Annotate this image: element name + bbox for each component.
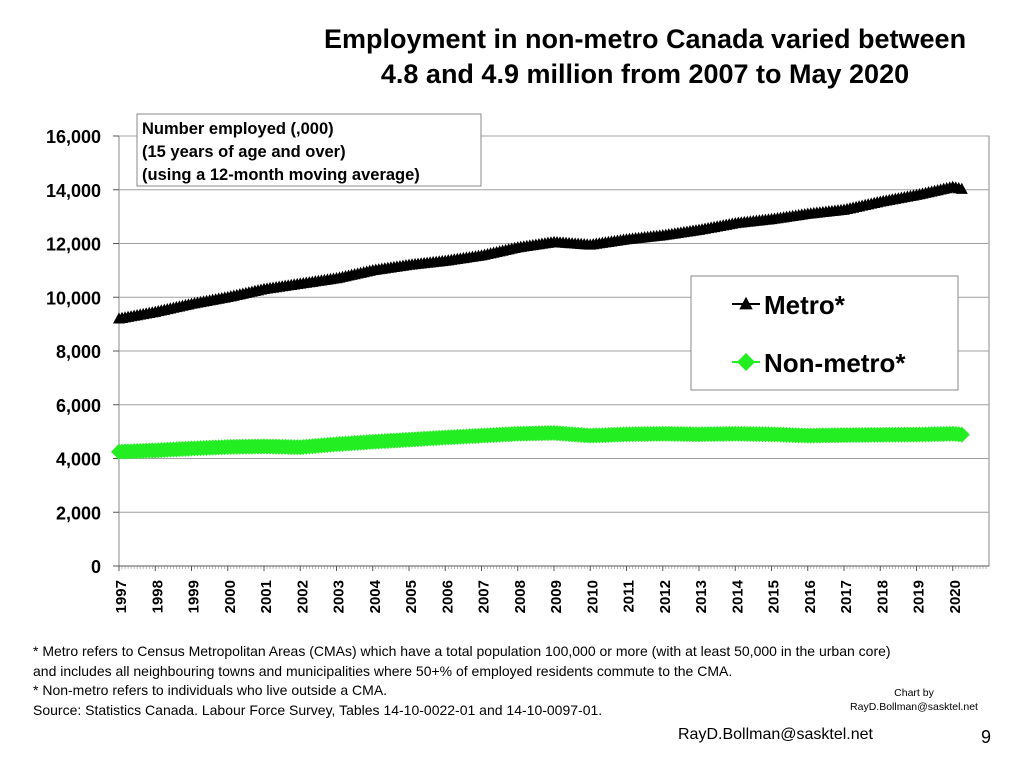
x-tick-label: 2015 (766, 580, 783, 613)
y-label-box (136, 113, 482, 187)
y-tick-label: 16,000 (46, 127, 101, 147)
y-label-line: (using a 12-month moving average) (142, 166, 420, 184)
legend-label-non-metro: Non-metro* (764, 348, 906, 378)
x-tick-label: 2011 (621, 580, 638, 613)
x-tick-label: 2016 (802, 580, 819, 613)
y-tick-label: 4,000 (56, 450, 101, 470)
page-number: 9 (981, 727, 992, 747)
x-tick-label: 2017 (838, 580, 855, 613)
x-tick-label: 1997 (113, 580, 130, 613)
x-tick-label: 2014 (729, 579, 746, 613)
footnote-source: Source: Statistics Canada. Labour Force … (33, 701, 603, 718)
data-point-non-metro (953, 426, 970, 443)
x-tick-label: 2013 (693, 580, 710, 613)
x-tick-label: 2008 (512, 580, 529, 613)
footnote-metro-2: and includes all neighbouring towns and … (33, 662, 733, 679)
x-tick-label: 2005 (403, 580, 420, 613)
line-chart: 0 2,000 4,000 6,000 8,000 10,000 12,000 14,000 1… (46, 113, 990, 613)
y-label-line: Number employed (,000) (142, 120, 334, 138)
x-tick-label: 2019 (911, 580, 928, 613)
y-tick-label: 10,000 (46, 288, 101, 308)
x-tick-label: 1999 (186, 580, 203, 613)
x-tick-label: 2007 (476, 580, 493, 613)
x-tick-label: 2010 (584, 580, 601, 613)
legend-label-metro: Metro* (764, 290, 846, 320)
x-tick-label: 2009 (548, 580, 565, 613)
x-tick-label: 2004 (367, 579, 384, 613)
x-tick-label: 2003 (331, 580, 348, 613)
y-tick-label: 2,000 (56, 503, 101, 523)
y-tick-label: 12,000 (46, 235, 101, 255)
y-tick-label: 8,000 (56, 342, 101, 362)
x-tick-label: 1998 (149, 580, 166, 613)
legend-marker-metro (739, 296, 753, 310)
y-tick-label: 14,000 (46, 181, 101, 201)
footnote-nonmetro: * Non-metro refers to individuals who li… (33, 682, 388, 698)
chart-title-line-1: Employment in non-metro Canada varied be… (323, 24, 967, 54)
legend-marker-non-metro (737, 353, 755, 371)
x-tick-label: 2000 (222, 580, 239, 613)
x-tick-label: 2020 (947, 580, 964, 613)
x-tick-label: 2002 (294, 580, 311, 613)
chart-credit: Chart by RayD.Bollman@sasktel.net (836, 686, 992, 714)
x-tick-label: 2018 (874, 580, 891, 613)
data-point-metro (955, 182, 968, 194)
y-label-line: (15 years of age and over) (142, 143, 346, 161)
y-tick-label: 0 (91, 557, 101, 577)
x-tick-label: 2006 (439, 580, 456, 613)
chart-title-line-2: 4.8 and 4.9 million from 2007 to May 202… (380, 59, 910, 89)
y-tick-label: 6,000 (56, 396, 101, 416)
x-tick-label: 2012 (657, 580, 674, 613)
footnote-metro-1: * Metro refers to Census Metropolitan Ar… (33, 643, 891, 659)
author-email: RayD.Bollman@sasktel.net (678, 726, 873, 743)
legend-box (690, 275, 959, 391)
chart-credit-line-1: Chart by (894, 687, 934, 699)
footnotes: * Metro refers to Census Metropolitan Ar… (33, 642, 1003, 720)
chart-credit-line-2: RayD.Bollman@sasktel.net (850, 701, 978, 713)
chart-title: Employment in non-metro Canada varied be… (250, 22, 1024, 92)
x-tick-label: 2001 (258, 580, 275, 613)
